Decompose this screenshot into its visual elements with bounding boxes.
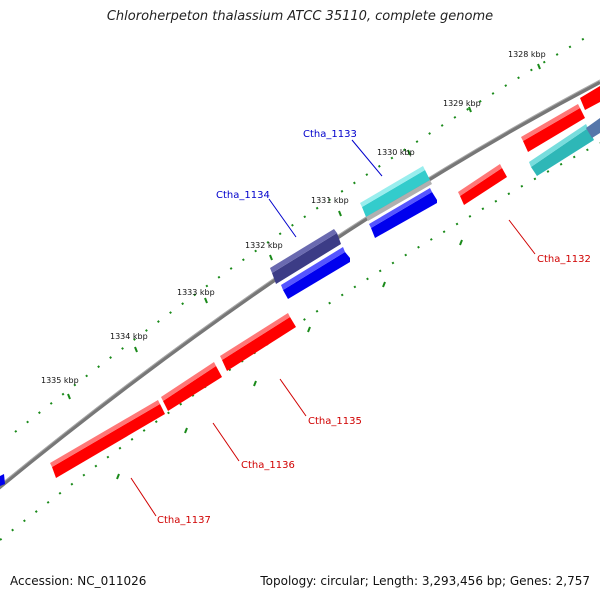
gene-label-ctha-1136[interactable]: Ctha_1136 [241,460,295,471]
gene-ctha-1137[interactable] [50,400,165,478]
accession-text: Accession: NC_011026 [10,574,147,588]
tick-label-1331: 1331 kbp [311,196,349,205]
genome-summary-text: Topology: circular; Length: 3,293,456 bp… [260,574,590,588]
tick-label-1334: 1334 kbp [110,332,148,341]
gene-ctha-1136[interactable] [161,362,222,411]
gene-label-ctha-1132[interactable]: Ctha_1132 [537,254,591,265]
label-leaders [130,139,536,517]
major-ticks-outer [67,63,541,400]
tick-label-1333: 1333 kbp [177,288,215,297]
map-title: Chloroherpeton thalassium ATCC 35110, co… [106,9,494,24]
tick-label-1330: 1330 kbp [377,148,415,157]
gene-right-teal[interactable] [529,124,594,176]
major-ticks-inner [116,239,463,480]
tick-label-1335: 1335 kbp [41,376,79,385]
gene-ctha-1134[interactable] [270,229,341,284]
tick-label-1332: 1332 kbp [245,241,283,250]
tick-label-1328: 1328 kbp [508,50,546,59]
gene-ctha-1135[interactable] [220,313,296,371]
gene-left-blue-edge[interactable] [0,474,5,486]
gene-label-ctha-1133[interactable]: Ctha_1133 [303,129,357,140]
gene-ctha-1132[interactable] [458,164,507,205]
gene-right-slate[interactable] [586,118,600,138]
gene-label-ctha-1137[interactable]: Ctha_1137 [157,515,211,526]
scale-ruler-inner [0,142,600,541]
gene-ctha-1133[interactable] [360,166,432,221]
tick-label-1329: 1329 kbp [443,99,481,108]
gene-right-red-edge[interactable] [580,86,600,110]
gene-label-ctha-1134[interactable]: Ctha_1134 [216,190,270,201]
gene-right-red-top[interactable] [521,104,585,152]
gene-ctha-1134-inner[interactable] [281,247,350,299]
gene-label-ctha-1135[interactable]: Ctha_1135 [308,416,362,427]
gene-ctha-1133-inner[interactable] [369,188,437,238]
scale-ruler-outer [14,37,586,433]
